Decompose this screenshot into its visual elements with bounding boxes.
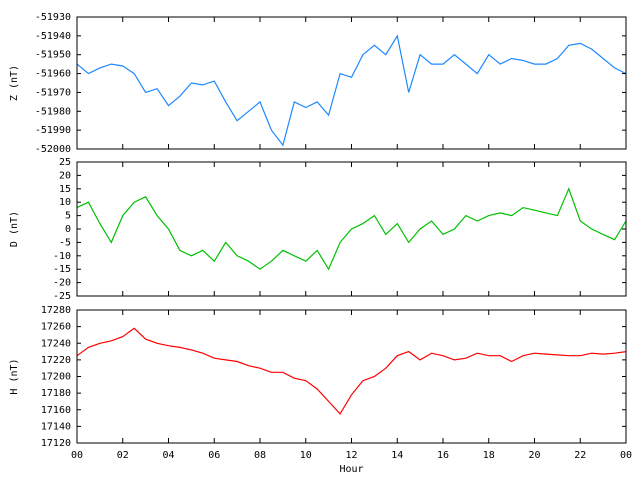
y-tick-label: -15 xyxy=(53,264,71,275)
y-tick-label: 17140 xyxy=(41,421,71,432)
plot-frame xyxy=(76,16,627,150)
y-tick-label: 17240 xyxy=(41,338,71,349)
x-tick-label: 08 xyxy=(254,450,266,461)
x-tick-label: 18 xyxy=(483,450,495,461)
x-tick-label: 00 xyxy=(620,450,632,461)
y-tick-label: 17280 xyxy=(41,305,71,316)
y-tick-label: -51960 xyxy=(35,69,71,80)
y-tick-label: 17120 xyxy=(41,438,71,449)
y-tick-label: 17260 xyxy=(41,322,71,333)
data-line xyxy=(76,187,627,271)
y-tick-label: -51990 xyxy=(35,125,71,136)
data-line xyxy=(76,34,627,147)
y-tick-label: -51970 xyxy=(35,87,71,98)
data-line xyxy=(76,327,627,415)
y-tick-label: -51950 xyxy=(35,50,71,61)
y-tick-label: 20 xyxy=(59,170,71,181)
y-tick-label: -25 xyxy=(53,291,71,302)
y-tick-label: 25 xyxy=(59,157,71,168)
y-axis-label: Z (nT) xyxy=(9,65,20,101)
y-tick-label: 10 xyxy=(59,197,71,208)
x-tick-label: 20 xyxy=(528,450,540,461)
x-tick-label: 02 xyxy=(117,450,129,461)
x-tick-label: 12 xyxy=(345,450,357,461)
y-tick-label: 5 xyxy=(65,211,71,222)
x-tick-label: 22 xyxy=(574,450,586,461)
y-tick-label: -5 xyxy=(59,237,71,248)
y-tick-label: -52000 xyxy=(35,144,71,155)
y-tick-label: 15 xyxy=(59,184,71,195)
x-tick-label: 10 xyxy=(300,450,312,461)
x-tick-label: 04 xyxy=(162,450,174,461)
x-axis-label: Hour xyxy=(339,464,363,475)
y-tick-label: -51940 xyxy=(35,31,71,42)
y-tick-label: -10 xyxy=(53,251,71,262)
y-axis-label: H (nT) xyxy=(9,358,20,394)
y-axis-label: D (nT) xyxy=(9,211,20,247)
plot-frame xyxy=(76,309,627,444)
x-tick-label: 14 xyxy=(391,450,403,461)
x-tick-label: 06 xyxy=(208,450,220,461)
y-tick-label: -51930 xyxy=(35,12,71,23)
y-tick-label: 17160 xyxy=(41,405,71,416)
y-tick-label: 0 xyxy=(65,224,71,235)
y-tick-label: 17220 xyxy=(41,355,71,366)
y-tick-label: -20 xyxy=(53,278,71,289)
y-tick-label: 17180 xyxy=(41,388,71,399)
x-tick-label: 16 xyxy=(437,450,449,461)
y-tick-label: -51980 xyxy=(35,106,71,117)
x-tick-label: 00 xyxy=(71,450,83,461)
y-tick-label: 17200 xyxy=(41,372,71,383)
